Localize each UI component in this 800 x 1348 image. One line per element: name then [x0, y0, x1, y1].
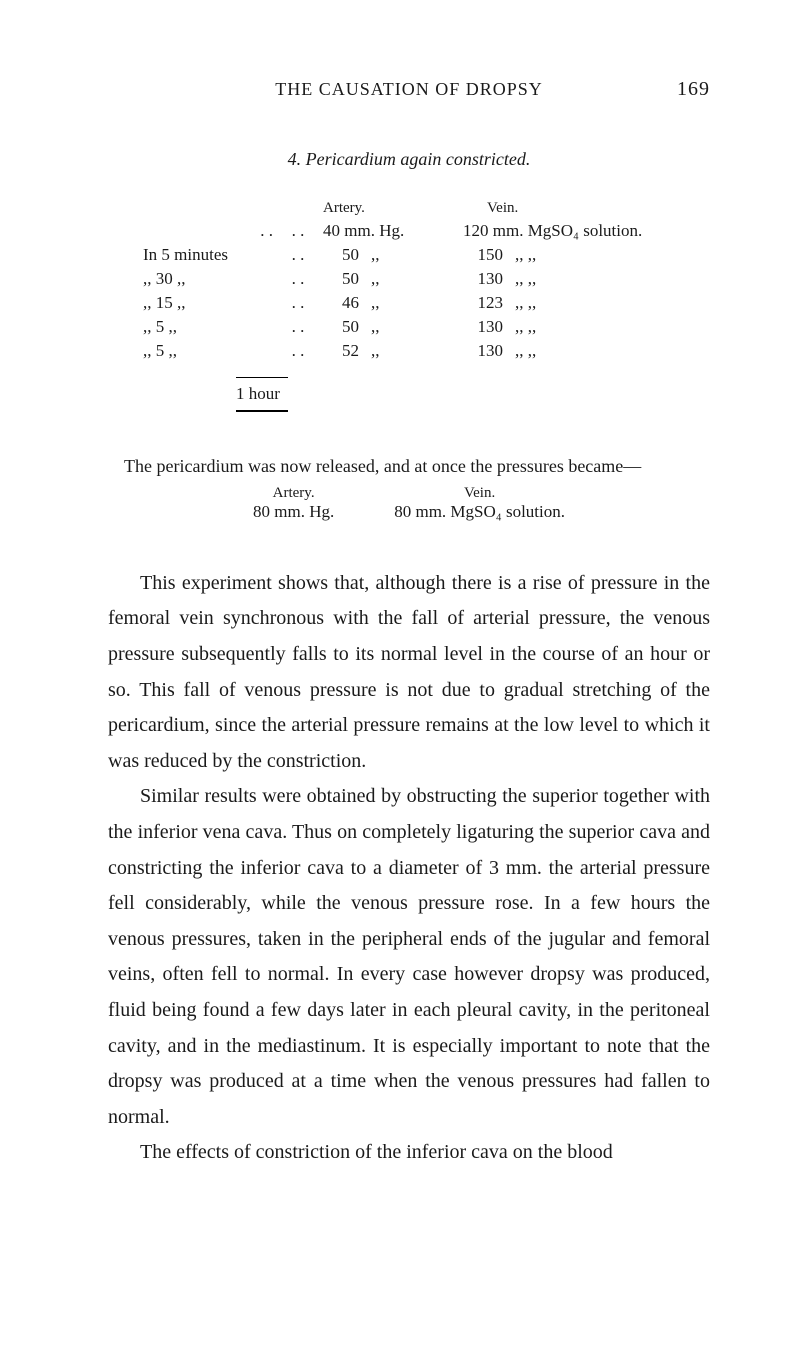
table-row: In 5 minutes . . 50 ,, 150 ,, ,,: [137, 243, 681, 267]
release-vein-value: 80 mm. MgSO₄ solution.: [394, 502, 565, 522]
release-artery-label: Artery.: [253, 485, 334, 502]
table-row: ,, 15 ,, . . 46 ,, 123 ,, ,,: [137, 291, 681, 315]
table-row: ,, 5 ,, . . 52 ,, 130 ,, ,,: [137, 339, 681, 363]
artery-unit: 40 mm. Hg.: [317, 219, 457, 243]
paragraph: This experiment shows that, although the…: [108, 566, 710, 780]
release-sentence: The pericardium was now released, and at…: [108, 452, 710, 481]
release-values: Artery. 80 mm. Hg. Vein. 80 mm. MgSO₄ so…: [108, 485, 710, 522]
paragraph: The effects of constriction of the infer…: [108, 1135, 710, 1171]
header-dots: . .: [279, 219, 317, 243]
rule-icon: [236, 410, 288, 412]
header-dots-left: . .: [137, 219, 279, 243]
running-title: THE CAUSATION OF DROPSY: [168, 79, 650, 100]
hour-label: 1 hour: [236, 384, 280, 403]
vein-unit: 120 mm. MgSO₄ solution.: [457, 219, 681, 243]
section-heading: 4. Pericardium again constricted.: [108, 149, 710, 170]
page: THE CAUSATION OF DROPSY 169 4. Pericardi…: [0, 0, 800, 1348]
release-vein-label: Vein.: [394, 485, 565, 502]
body-text: This experiment shows that, although the…: [108, 566, 710, 1171]
table-header-labels: Artery. Vein.: [137, 198, 681, 219]
rule-icon: [236, 377, 288, 378]
release-artery-value: 80 mm. Hg.: [253, 502, 334, 522]
running-head: THE CAUSATION OF DROPSY 169: [108, 78, 710, 101]
hour-total: 1 hour: [236, 377, 710, 412]
artery-heading: Artery.: [317, 198, 457, 219]
pressure-table: Artery. Vein. . . . . 40 mm. Hg. 120 mm.…: [137, 198, 681, 363]
page-number: 169: [650, 78, 710, 101]
table-header-units: . . . . 40 mm. Hg. 120 mm. MgSO₄ solutio…: [137, 219, 681, 243]
table-row: ,, 5 ,, . . 50 ,, 130 ,, ,,: [137, 315, 681, 339]
vein-heading: Vein.: [457, 198, 681, 219]
paragraph: Similar results were obtained by obstruc…: [108, 779, 710, 1135]
table-row: ,, 30 ,, . . 50 ,, 130 ,, ,,: [137, 267, 681, 291]
